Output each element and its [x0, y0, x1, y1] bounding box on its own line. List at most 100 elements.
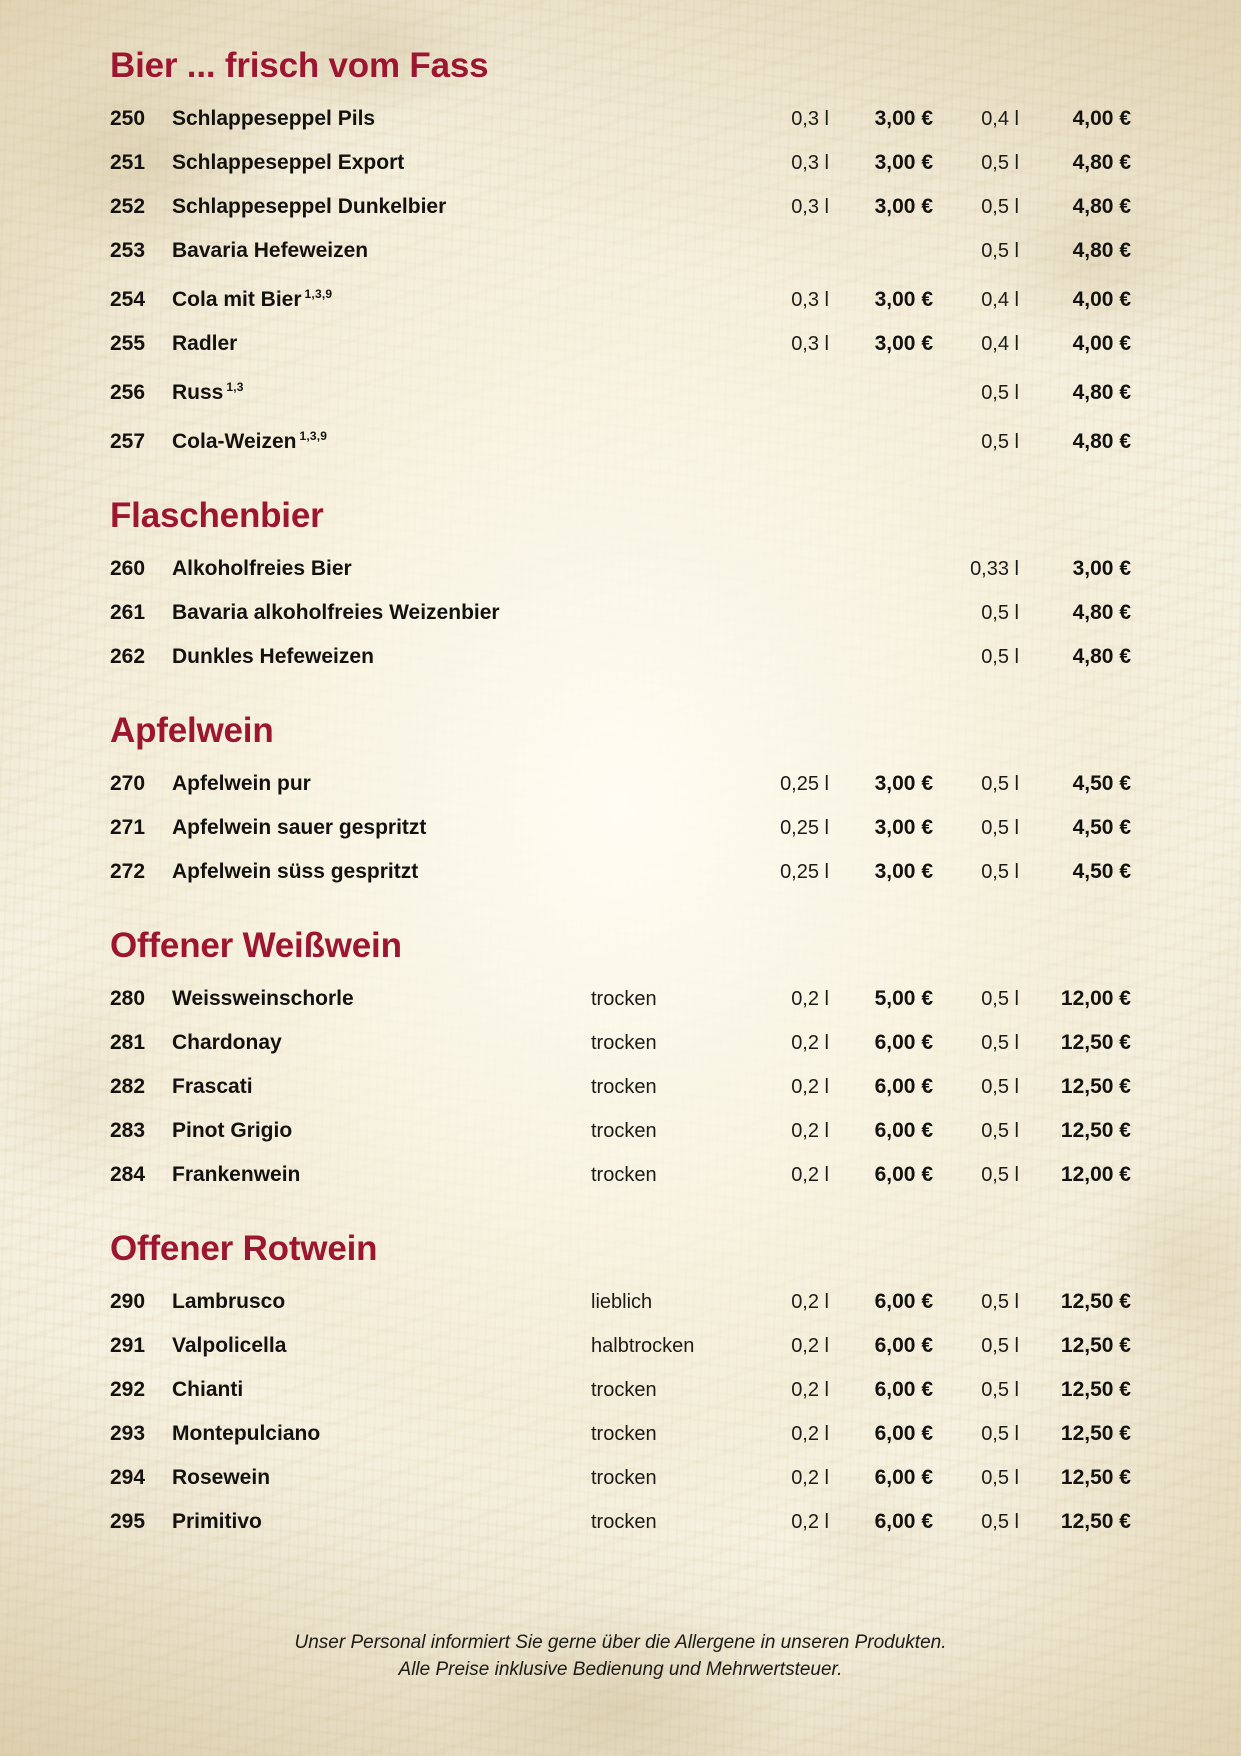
item-allergen-markers: 1,3,9 [299, 429, 328, 443]
menu-item-row: 293 Montepulciano trocken 0,2 l 6,00 € 0,5 l 1… [110, 1412, 1131, 1456]
item-name: Cola-Weizen 1,3,9 [172, 415, 751, 464]
item-name: Schlappeseppel Export [172, 141, 751, 185]
item-name-text: Schlappeseppel Export [172, 151, 405, 174]
item-name: Chardonay [172, 1021, 591, 1065]
menu-item-row: 251 Schlappeseppel Export 0,3 l 3,00 € 0,5 l… [110, 141, 1131, 185]
item-number: 294 [110, 1466, 146, 1489]
item-price-large: 12,50 € [1060, 1290, 1131, 1313]
item-name: Lambrusco [172, 1280, 591, 1324]
menu-item-row: 272 Apfelwein süss gespritzt 0,25 l 3,00 € 0… [110, 850, 1131, 894]
item-number: 290 [110, 1290, 146, 1313]
item-volume-small: 0,2 l [791, 1467, 829, 1489]
item-descriptor: halbtrocken [591, 1335, 695, 1357]
item-name-text: Cola mit Bier [172, 288, 302, 311]
item-number: 291 [110, 1334, 146, 1357]
item-price-small: 3,00 € [874, 195, 933, 218]
item-volume-large: 0,5 l [981, 602, 1019, 624]
menu-item-table-flaschenbier: 260 Alkoholfreies Bier 0,33 l 3,00 € 261 Bava… [110, 547, 1131, 679]
menu-item-row: 252 Schlappeseppel Dunkelbier 0,3 l 3,00 € 0… [110, 185, 1131, 229]
item-allergen-markers: 1,3 [226, 380, 244, 394]
item-volume-small [751, 547, 829, 591]
item-name-text: Dunkles Hefeweizen [172, 645, 374, 668]
menu-item-row: 262 Dunkles Hefeweizen 0,5 l 4,80 € [110, 635, 1131, 679]
item-name: Chianti [172, 1368, 591, 1412]
menu-item-row: 281 Chardonay trocken 0,2 l 6,00 € 0,5 l 12,50… [110, 1021, 1131, 1065]
item-price-large: 12,50 € [1060, 1466, 1131, 1489]
item-volume-small: 0,2 l [791, 1291, 829, 1313]
item-name-text: Schlappeseppel Pils [172, 107, 376, 130]
item-volume-small: 0,25 l [780, 861, 829, 883]
item-volume-large: 0,5 l [981, 1423, 1019, 1445]
menu-section-offener-rotwein: Offener Rotwein 290 Lambrusco lieblich 0,2 l… [110, 1231, 1131, 1544]
item-volume-small: 0,2 l [791, 1379, 829, 1401]
item-name-text: Pinot Grigio [172, 1119, 293, 1142]
item-price-small: 3,00 € [874, 860, 933, 883]
menu-section-bier-vom-fass: Bier ... frisch vom Fass 250 Schlappeseppe… [110, 48, 1131, 464]
menu-item-row: 294 Rosewein trocken 0,2 l 6,00 € 0,5 l 12,50 … [110, 1456, 1131, 1500]
menu-item-row: 261 Bavaria alkoholfreies Weizenbier 0,5 l… [110, 591, 1131, 635]
item-number: 254 [110, 288, 146, 311]
menu-item-row: 255 Radler 0,3 l 3,00 € 0,4 l 4,00 € [110, 322, 1131, 366]
item-descriptor: trocken [591, 1511, 657, 1533]
item-descriptor: trocken [591, 1467, 657, 1489]
item-number: 272 [110, 860, 146, 883]
item-price-small: 6,00 € [874, 1163, 933, 1186]
footer-line-prices: Alle Preise inklusive Bedienung und Mehr… [398, 1659, 843, 1681]
section-title-flaschenbier: Flaschenbier [110, 496, 324, 535]
item-name-text: Apfelwein pur [172, 772, 311, 795]
item-name: Schlappeseppel Dunkelbier [172, 185, 751, 229]
item-volume-large: 0,5 l [981, 431, 1019, 453]
item-volume-large: 0,5 l [981, 152, 1019, 174]
item-descriptor: trocken [591, 1076, 657, 1098]
item-name: Primitivo [172, 1500, 591, 1544]
item-descriptor: trocken [591, 1120, 657, 1142]
item-price-small: 6,00 € [874, 1422, 933, 1445]
item-price-small: 6,00 € [874, 1378, 933, 1401]
item-volume-small: 0,2 l [791, 1511, 829, 1533]
item-price-small [829, 415, 939, 464]
item-price-large: 12,50 € [1060, 1378, 1131, 1401]
item-price-small: 3,00 € [874, 107, 933, 130]
item-number: 271 [110, 816, 146, 839]
item-volume-small: 0,2 l [791, 1076, 829, 1098]
item-name-text: Russ [172, 381, 224, 404]
item-name: Radler [172, 322, 751, 366]
item-price-small: 6,00 € [874, 1334, 933, 1357]
item-descriptor: trocken [591, 1032, 657, 1054]
item-price-large: 12,00 € [1060, 987, 1131, 1010]
item-name-text: Radler [172, 332, 238, 355]
item-volume-large: 0,5 l [981, 988, 1019, 1010]
item-name-text: Valpolicella [172, 1334, 287, 1357]
item-volume-large: 0,5 l [981, 773, 1019, 795]
item-name: Frascati [172, 1065, 591, 1109]
section-title-bier-vom-fass: Bier ... frisch vom Fass [110, 46, 489, 85]
menu-section-apfelwein: Apfelwein 270 Apfelwein pur 0,25 l 3,00 € 0,5… [110, 713, 1131, 894]
menu-item-row: 250 Schlappeseppel Pils 0,3 l 3,00 € 0,4 l 4,… [110, 97, 1131, 141]
item-price-large: 4,00 € [1072, 288, 1131, 311]
item-price-small [829, 547, 939, 591]
menu-section-flaschenbier: Flaschenbier 260 Alkoholfreies Bier 0,33 l 3… [110, 498, 1131, 679]
item-number: 262 [110, 645, 146, 668]
item-volume-small [751, 229, 829, 273]
menu-section-offener-weisswein: Offener Weißwein 280 Weissweinschorle trock… [110, 928, 1131, 1197]
item-number: 293 [110, 1422, 146, 1445]
item-descriptor: trocken [591, 1379, 657, 1401]
item-price-large: 4,80 € [1072, 381, 1131, 404]
item-volume-small: 0,25 l [780, 773, 829, 795]
item-name: Apfelwein sauer gespritzt [172, 806, 751, 850]
item-volume-small: 0,2 l [791, 1335, 829, 1357]
item-price-large: 12,50 € [1060, 1031, 1131, 1054]
item-name: Russ 1,3 [172, 366, 751, 415]
item-name: Cola mit Bier 1,3,9 [172, 273, 751, 322]
menu-item-row: 256 Russ 1,3 0,5 l 4,80 € [110, 366, 1131, 415]
menu-item-table-apfelwein: 270 Apfelwein pur 0,25 l 3,00 €0,5 l 4,50 €2… [110, 762, 1131, 894]
item-name: Weissweinschorle [172, 977, 591, 1021]
item-price-large: 4,50 € [1072, 772, 1131, 795]
menu-item-row: 295 Primitivo trocken 0,2 l 6,00 € 0,5 l 12,50… [110, 1500, 1131, 1544]
menu-item-row: 270 Apfelwein pur 0,25 l 3,00 € 0,5 l 4,50 € [110, 762, 1131, 806]
footer-line-allergens: Unser Personal informiert Sie gerne über… [294, 1631, 947, 1653]
menu-item-row: 280 Weissweinschorle trocken 0,2 l 5,00 € 0,5… [110, 977, 1131, 1021]
item-volume-small: 0,3 l [791, 152, 829, 174]
item-descriptor: trocken [591, 1423, 657, 1445]
